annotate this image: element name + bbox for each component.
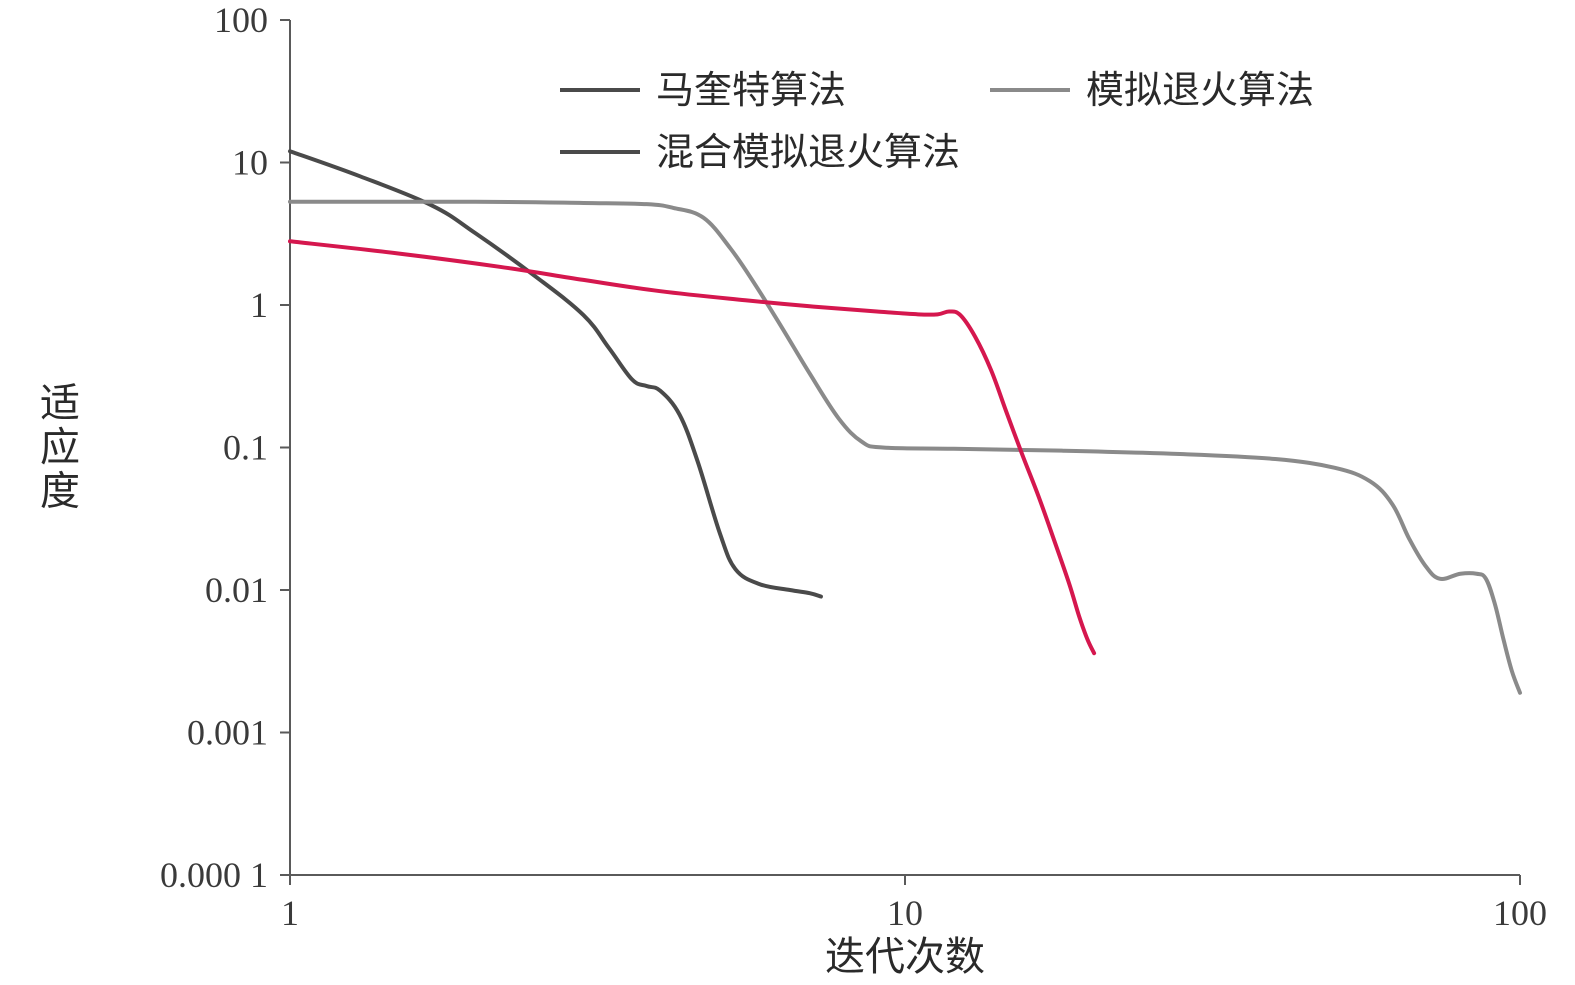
series-line: 模拟退火算法 bbox=[290, 202, 1520, 693]
y-tick-label: 100 bbox=[214, 0, 268, 40]
x-tick-label: 100 bbox=[1493, 893, 1547, 933]
x-axis-title: 迭代次数 bbox=[825, 934, 985, 979]
y-tick-label: 0.1 bbox=[223, 428, 268, 468]
legend-label: 混合模拟退火算法 bbox=[656, 132, 960, 174]
x-tick-label: 1 bbox=[281, 893, 299, 933]
y-axis-title: 适应度 bbox=[40, 381, 80, 514]
y-tick-label: 0.000 1 bbox=[160, 855, 268, 895]
x-tick-label: 10 bbox=[887, 893, 923, 933]
legend-label: 模拟退火算法 bbox=[1086, 70, 1314, 112]
convergence-chart: 0.000 1 0.001 0.01 0.1 1 10 100 1 10 100 迭代次数 适应度 马奎… bbox=[0, 0, 1575, 985]
legend-label: 马奎特算法 bbox=[656, 70, 846, 112]
y-tick-label: 0.01 bbox=[205, 570, 268, 610]
chart-canvas: 0.000 1 0.001 0.01 0.1 1 10 100 1 10 100 迭代次数 适应度 马奎… bbox=[0, 0, 1575, 985]
y-tick-label: 0.001 bbox=[187, 713, 268, 753]
y-tick-label: 10 bbox=[232, 143, 268, 183]
y-tick-label: 1 bbox=[250, 285, 268, 325]
series-line: 马奎特算法 bbox=[290, 151, 821, 596]
